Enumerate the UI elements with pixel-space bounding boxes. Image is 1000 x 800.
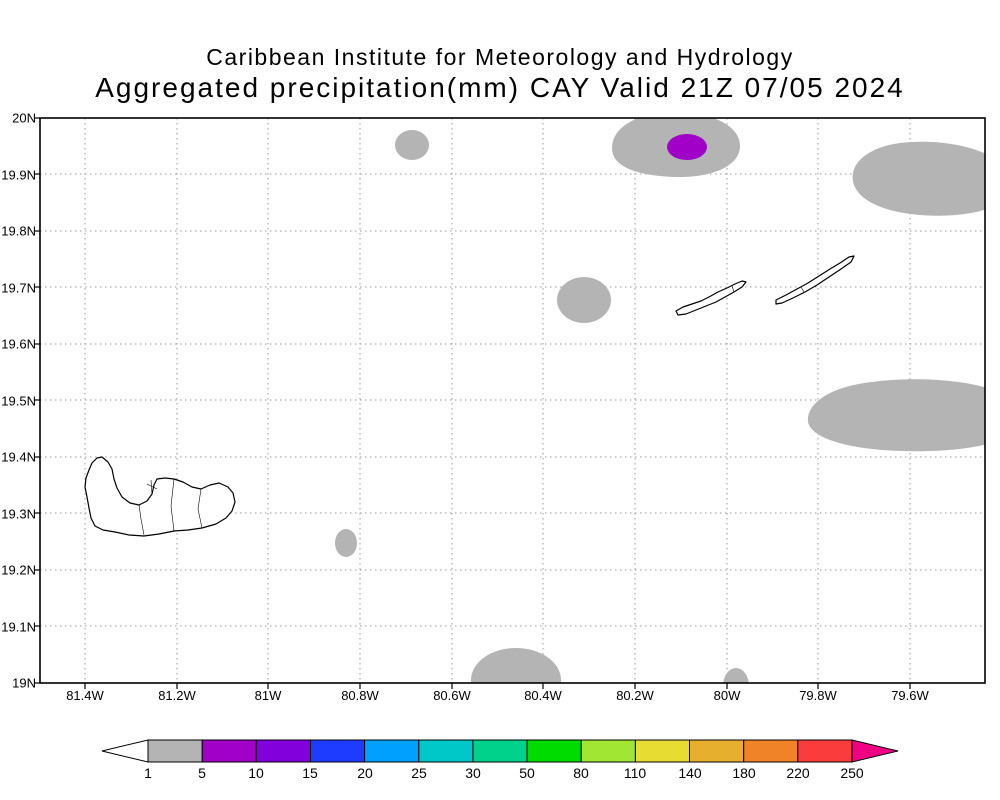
little-cayman-island-outline bbox=[675, 280, 747, 316]
colorbar-label: 250 bbox=[840, 765, 864, 781]
precip-region-light bbox=[395, 130, 429, 160]
colorbar-right-arrow bbox=[851, 739, 899, 763]
precip-region-light bbox=[723, 668, 749, 683]
colorbar-label: 220 bbox=[786, 765, 810, 781]
y-axis-label: 19.7N bbox=[1, 280, 36, 296]
y-axis-label: 19.5N bbox=[1, 393, 36, 409]
precip-region-light bbox=[335, 529, 357, 557]
precipitation-shading bbox=[335, 118, 985, 683]
colorbar-segment bbox=[689, 739, 745, 763]
colorbar-label: 50 bbox=[519, 765, 535, 781]
colorbar-segment bbox=[201, 739, 257, 763]
y-axis-label: 19.1N bbox=[1, 619, 36, 635]
organization-title: Caribbean Institute for Meteorology and … bbox=[206, 44, 794, 70]
colorbar-segment bbox=[418, 739, 474, 763]
x-axis-label: 79.6W bbox=[891, 688, 929, 703]
colorbar-segment bbox=[472, 739, 528, 763]
y-axis-label: 19.3N bbox=[1, 506, 36, 522]
x-axis-label: 80W bbox=[713, 688, 741, 703]
colorbar-label: 10 bbox=[248, 765, 264, 781]
colorbar-segment bbox=[147, 739, 203, 763]
colorbar-segment bbox=[580, 739, 636, 763]
y-axis-label: 19.6N bbox=[1, 336, 36, 352]
x-axis-label: 81W bbox=[254, 688, 282, 703]
colorbar-segment bbox=[526, 739, 582, 763]
precip-region-light bbox=[471, 648, 561, 683]
x-axis-label: 79.8W bbox=[799, 688, 837, 703]
colorbar-segment bbox=[797, 739, 853, 763]
y-axis-label: 19.4N bbox=[1, 449, 36, 465]
y-axis-label: 20N bbox=[12, 110, 36, 126]
y-axis-label: 19N bbox=[12, 675, 36, 691]
axis-ticks bbox=[34, 117, 911, 689]
colorbar-label: 180 bbox=[732, 765, 756, 781]
grand-cayman-island-outline bbox=[84, 456, 236, 537]
x-axis-label: 80.4W bbox=[524, 688, 562, 703]
precip-region-moderate bbox=[667, 134, 707, 160]
colorbar-segment bbox=[255, 739, 312, 763]
colorbar-left-arrow bbox=[101, 739, 149, 763]
colorbar-label: 25 bbox=[411, 765, 427, 781]
chart-title: Aggregated precipitation(mm) CAY Valid 2… bbox=[95, 72, 905, 103]
colorbar-label: 20 bbox=[357, 765, 373, 781]
colorbar-label: 15 bbox=[302, 765, 318, 781]
colorbar-label: 5 bbox=[198, 765, 206, 781]
precip-region-light bbox=[557, 277, 611, 323]
map-canvas bbox=[34, 117, 986, 689]
grid-lines bbox=[40, 118, 985, 683]
precip-region-light bbox=[852, 141, 985, 216]
x-axis-label: 81.4W bbox=[66, 688, 104, 703]
district-boundaries bbox=[138, 285, 805, 536]
x-axis-label: 81.2W bbox=[158, 688, 196, 703]
colorbar-segment bbox=[743, 739, 799, 763]
x-axis-label: 80.8W bbox=[341, 688, 379, 703]
colorbar-label: 30 bbox=[465, 765, 481, 781]
y-axis-label: 19.8N bbox=[1, 223, 36, 239]
colorbar-label: 80 bbox=[573, 765, 589, 781]
colorbar-label: 110 bbox=[623, 765, 647, 781]
map-header: Caribbean Institute for Meteorology and … bbox=[0, 44, 1000, 104]
precip-region-light bbox=[807, 379, 985, 452]
y-axis-label: 19.9N bbox=[1, 167, 36, 183]
colorbar-label: 140 bbox=[678, 765, 702, 781]
colorbar-segment bbox=[634, 739, 691, 763]
colorbar-segment bbox=[364, 739, 420, 763]
islands bbox=[84, 255, 855, 537]
y-axis-label: 19.2N bbox=[1, 562, 36, 578]
x-axis-label: 80.2W bbox=[616, 688, 654, 703]
colorbar bbox=[101, 739, 899, 763]
colorbar-segment bbox=[310, 739, 366, 763]
x-axis-label: 80.6W bbox=[433, 688, 471, 703]
cayman-brac-island-outline bbox=[775, 255, 855, 305]
colorbar-label: 1 bbox=[144, 765, 152, 781]
